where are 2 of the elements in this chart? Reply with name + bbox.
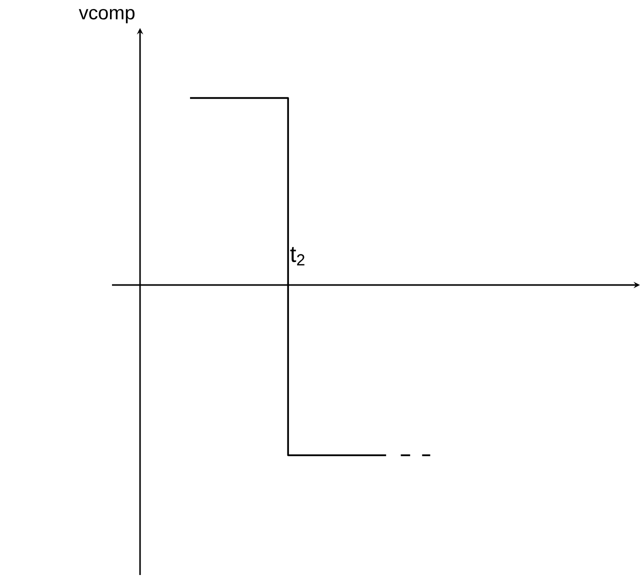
- y-axis-title: vcomp: [78, 8, 135, 24]
- annotation: t$_{2}$: [290, 247, 304, 266]
